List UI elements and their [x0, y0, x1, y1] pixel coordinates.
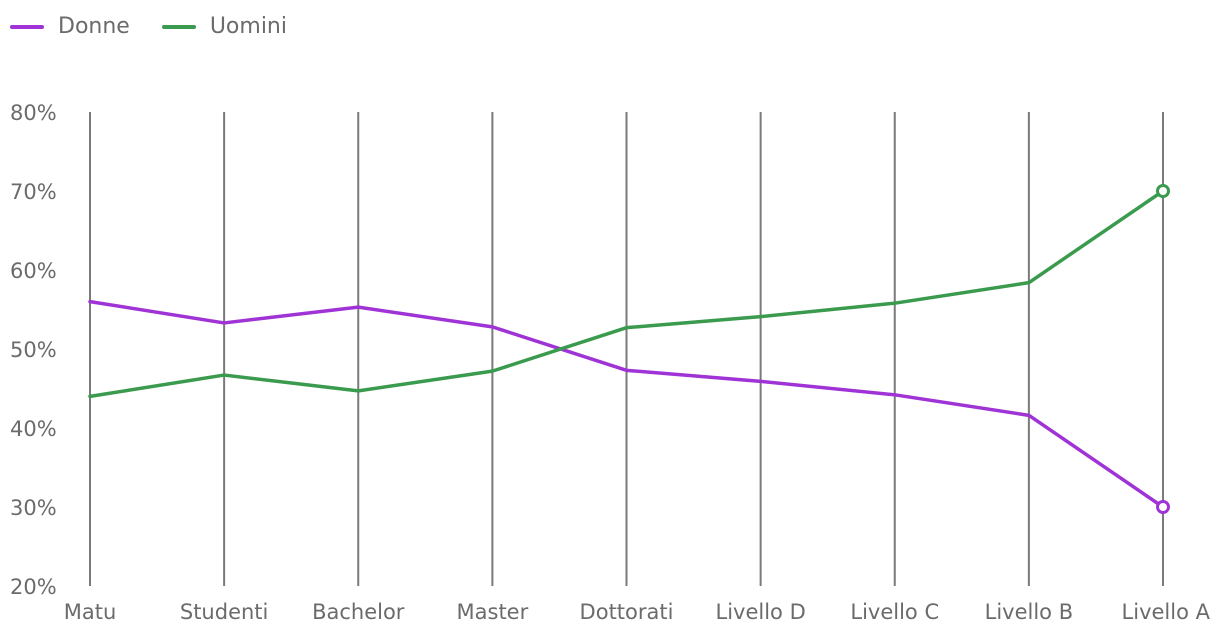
series-line-donne[interactable]: [88, 299, 1165, 509]
grid-layer: [89, 112, 1164, 586]
y-tick-label: 40%: [10, 417, 57, 441]
y-axis-tick-labels: 20% 30% 40% 50% 60% 70% 80%: [10, 101, 57, 599]
series-line-uomini[interactable]: [88, 189, 1165, 399]
y-tick-label: 20%: [10, 575, 57, 599]
legend-swatch-uomini: [161, 24, 196, 29]
y-tick-label: 70%: [10, 180, 57, 204]
x-tick-label: Master: [457, 600, 529, 624]
x-tick-label: Bachelor: [312, 600, 405, 624]
data-point-uomini[interactable]: [1156, 184, 1170, 198]
x-tick-label: Matu: [64, 600, 117, 624]
x-tick-label: Livello C: [850, 600, 939, 624]
x-axis-tick-labels: Matu Studenti Bachelor Master Dottorati Livel…: [64, 600, 1211, 624]
legend-label-donne: Donne: [58, 14, 130, 39]
legend-item-uomini[interactable]: Uomini: [161, 14, 287, 39]
x-tick-label: Studenti: [180, 600, 269, 624]
y-tick-label: 50%: [10, 338, 57, 362]
legend-item-donne[interactable]: Donne: [10, 14, 130, 39]
x-tick-label: Livello B: [985, 600, 1073, 624]
x-tick-label: Livello A: [1122, 600, 1211, 624]
y-tick-label: 80%: [10, 101, 57, 125]
legend-label-uomini: Uomini: [209, 14, 287, 39]
x-tick-label: Livello D: [716, 600, 806, 624]
legend: Donne Uomini: [10, 14, 287, 39]
x-tick-label: Dottorati: [580, 600, 674, 624]
y-tick-label: 60%: [10, 259, 57, 283]
y-tick-label: 30%: [10, 496, 57, 520]
data-point-donne[interactable]: [1156, 500, 1170, 514]
series-layer: [88, 184, 1170, 514]
legend-swatch-donne: [10, 24, 44, 29]
